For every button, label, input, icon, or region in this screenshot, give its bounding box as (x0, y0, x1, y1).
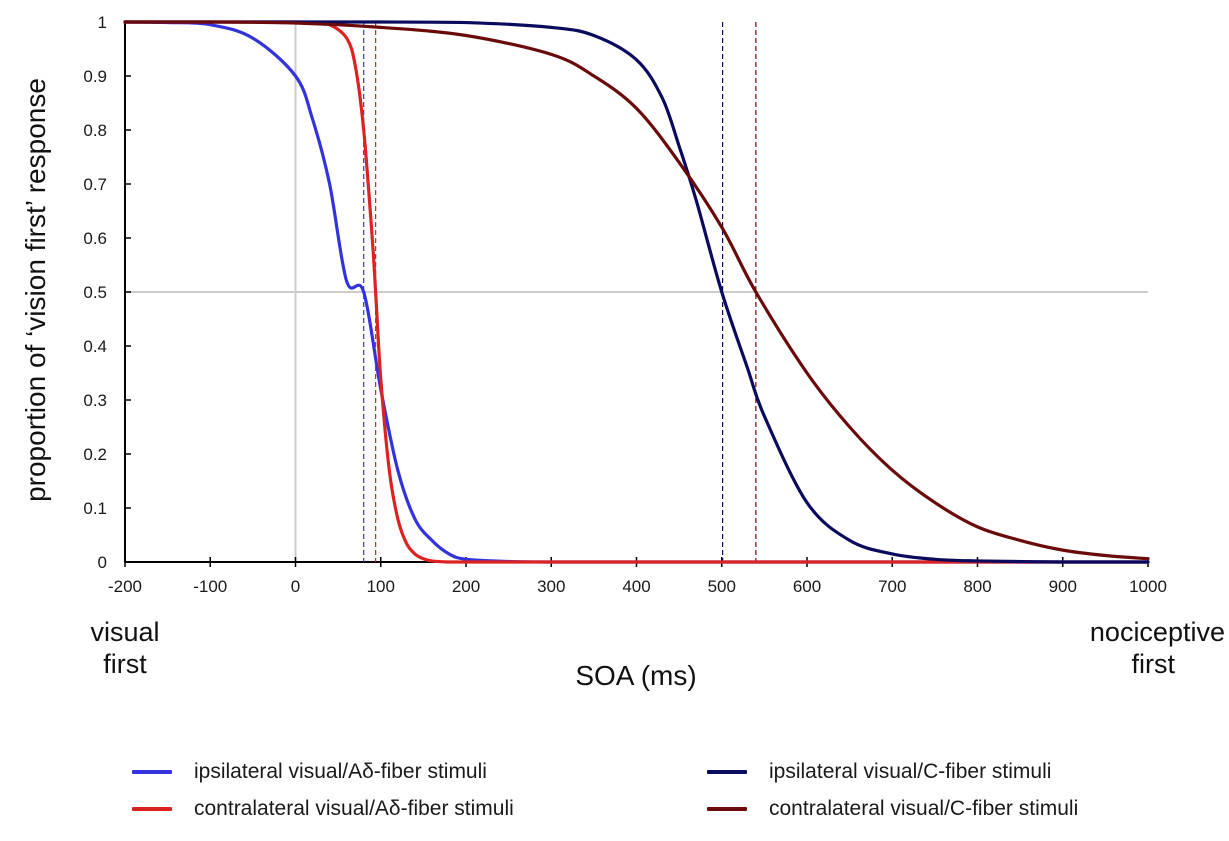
y-tick-label: 0 (98, 553, 107, 572)
series-line-3 (123, 20, 1150, 561)
x-tick-label: 500 (708, 577, 736, 596)
y-axis-title: proportion of ‘vision first’ response (20, 78, 51, 502)
x-tick-label: 400 (622, 577, 650, 596)
series-line-2 (123, 20, 1150, 564)
tick-labels: -200 -100 0 100 200 300 400 500 600 700 800 900 1000… (83, 13, 1167, 596)
left-side-label-line1: visual (90, 617, 159, 647)
x-tick-label: 600 (793, 577, 821, 596)
right-side-label-line1: nociceptive (1090, 617, 1225, 647)
y-tick-label: 0.4 (83, 337, 107, 356)
reference-lines (125, 22, 1148, 562)
y-tick-label: 0.5 (83, 283, 107, 302)
x-tick-label: -200 (108, 577, 142, 596)
y-tick-label: 0.6 (83, 229, 107, 248)
x-axis-title: SOA (ms) (575, 660, 696, 691)
pse-markers (363, 22, 757, 562)
x-tick-label: -100 (193, 577, 227, 596)
y-tick-label: 0.3 (83, 391, 107, 410)
x-tick-label: 900 (1049, 577, 1077, 596)
x-tick-label: 100 (367, 577, 395, 596)
right-side-label-line2: first (1132, 649, 1176, 679)
x-tick-label: 700 (878, 577, 906, 596)
data-series (123, 20, 1150, 564)
x-tick-label: 800 (963, 577, 991, 596)
left-side-label-line2: first (103, 649, 147, 679)
x-tick-label: 0 (291, 577, 300, 596)
x-tick-label: 1000 (1129, 577, 1167, 596)
x-tick-label: 300 (537, 577, 565, 596)
axes (124, 21, 1149, 567)
y-tick-label: 0.2 (83, 445, 107, 464)
y-tick-label: 1 (98, 13, 107, 32)
x-tick-label: 200 (452, 577, 480, 596)
y-tick-label: 0.7 (83, 175, 107, 194)
y-tick-label: 0.1 (83, 499, 107, 518)
y-tick-label: 0.9 (83, 67, 107, 86)
y-tick-label: 0.8 (83, 121, 107, 140)
